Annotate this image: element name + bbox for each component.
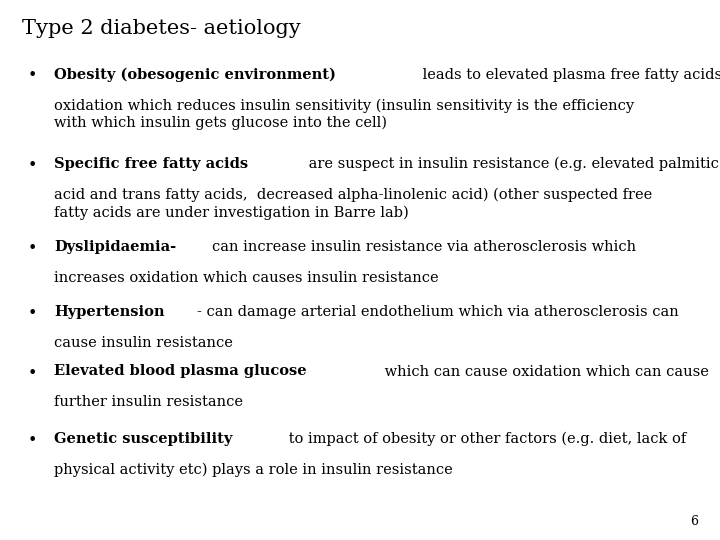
Text: to impact of obesity or other factors (e.g. diet, lack of: to impact of obesity or other factors (e…: [284, 432, 686, 447]
Text: oxidation which reduces insulin sensitivity (insulin sensitivity is the efficien: oxidation which reduces insulin sensitiv…: [54, 98, 634, 131]
Text: can increase insulin resistance via atherosclerosis which: can increase insulin resistance via athe…: [212, 240, 636, 254]
Text: •: •: [27, 364, 37, 381]
Text: which can cause oxidation which can cause: which can cause oxidation which can caus…: [380, 364, 709, 379]
Text: acid and trans fatty acids,  decreased alpha-linolenic acid) (other suspected fr: acid and trans fatty acids, decreased al…: [54, 187, 652, 220]
Text: •: •: [27, 68, 37, 84]
Text: Type 2 diabetes- aetiology: Type 2 diabetes- aetiology: [22, 19, 300, 38]
Text: leads to elevated plasma free fatty acids and: leads to elevated plasma free fatty acid…: [418, 68, 720, 82]
Text: Dyslipidaemia-: Dyslipidaemia-: [54, 240, 176, 254]
Text: Genetic susceptibility: Genetic susceptibility: [54, 432, 233, 446]
Text: Elevated blood plasma glucose: Elevated blood plasma glucose: [54, 364, 307, 379]
Text: increases oxidation which causes insulin resistance: increases oxidation which causes insulin…: [54, 271, 438, 285]
Text: cause insulin resistance: cause insulin resistance: [54, 336, 233, 350]
Text: are suspect in insulin resistance (e.g. elevated palmitic: are suspect in insulin resistance (e.g. …: [305, 157, 719, 171]
Text: further insulin resistance: further insulin resistance: [54, 395, 243, 409]
Text: physical activity etc) plays a role in insulin resistance: physical activity etc) plays a role in i…: [54, 463, 453, 477]
Text: - can damage arterial endothelium which via atherosclerosis can: - can damage arterial endothelium which …: [197, 305, 678, 319]
Text: •: •: [27, 305, 37, 322]
Text: •: •: [27, 432, 37, 449]
Text: Specific free fatty acids: Specific free fatty acids: [54, 157, 248, 171]
Text: 6: 6: [690, 515, 698, 528]
Text: Hypertension: Hypertension: [54, 305, 164, 319]
Text: •: •: [27, 240, 37, 257]
Text: •: •: [27, 157, 37, 173]
Text: Obesity (obesogenic environment): Obesity (obesogenic environment): [54, 68, 336, 82]
